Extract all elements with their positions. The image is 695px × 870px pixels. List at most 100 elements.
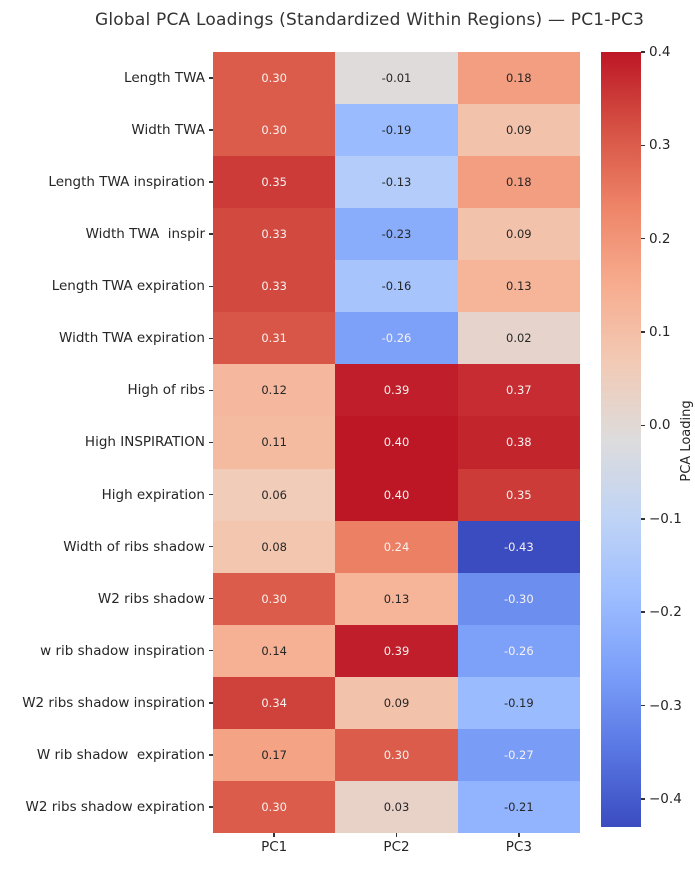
row-label-item: High expiration <box>0 469 213 521</box>
colorbar-tick-mark <box>641 51 645 53</box>
row-label: Width TWA inspir <box>85 226 205 243</box>
colorbar <box>601 52 641 827</box>
col-label: PC3 <box>505 839 532 855</box>
row-label-item: Width TWA expiration <box>0 312 213 364</box>
colorbar-tick-label: −0.1 <box>649 510 682 527</box>
heatmap-cell: 0.38 <box>457 416 580 469</box>
heatmap-grid: 0.30 -0.01 0.18 0.30 -0.19 0.09 0.35 -0.13 0.18 0… <box>213 52 580 833</box>
colorbar-tick-mark <box>641 704 645 707</box>
colorbar-tick-label: −0.3 <box>649 697 682 714</box>
row-label-item: Length TWA expiration <box>0 260 213 312</box>
heatmap-cell: 0.31 <box>213 312 336 365</box>
heatmap-cell: -0.19 <box>335 104 458 157</box>
y-tick-mark <box>209 129 213 131</box>
row-label-item: Length TWA inspiration <box>0 156 213 208</box>
heatmap-cell: 0.12 <box>213 364 336 417</box>
colorbar-tick-mark <box>641 518 645 520</box>
heatmap-cell: 0.39 <box>335 364 458 417</box>
row-label: W2 ribs shadow <box>97 590 205 607</box>
heatmap-cell: 0.09 <box>335 676 458 729</box>
heatmap-cell: 0.39 <box>335 624 458 677</box>
y-tick-mark <box>209 702 213 704</box>
y-tick-mark <box>209 181 213 183</box>
heatmap-cell: 0.14 <box>213 624 336 677</box>
heatmap-cell: -0.16 <box>335 260 458 313</box>
x-tick-mark <box>395 833 398 837</box>
y-tick-mark <box>209 233 213 235</box>
heatmap-cell: 0.18 <box>457 52 580 105</box>
y-tick-mark <box>209 597 213 600</box>
heatmap-cell: 0.09 <box>457 208 580 261</box>
colorbar-tick-label: −0.4 <box>649 790 682 807</box>
heatmap-cell: -0.19 <box>457 676 580 729</box>
heatmap-cell: 0.11 <box>213 416 336 469</box>
colorbar-tick-label: 0.2 <box>649 230 671 247</box>
heatmap-cell: 0.02 <box>457 312 580 365</box>
y-tick-mark <box>209 493 213 496</box>
heatmap-cell: -0.21 <box>457 780 580 833</box>
x-tick-mark <box>273 833 275 837</box>
heatmap-cell: 0.37 <box>457 364 580 417</box>
colorbar-tick-mark <box>641 611 645 613</box>
colorbar-tick-mark <box>641 237 645 240</box>
row-label: Width TWA expiration <box>59 330 205 347</box>
row-label: High of ribs <box>127 382 205 399</box>
row-label-item: High INSPIRATION <box>0 416 213 468</box>
colorbar-tick-label: 0.3 <box>649 137 671 154</box>
row-label-item: W2 ribs shadow expiration <box>0 781 213 833</box>
heatmap-cell: 0.30 <box>335 728 458 781</box>
heatmap-cell: -0.26 <box>457 624 580 677</box>
heatmap-cell: 0.34 <box>213 676 336 729</box>
y-tick-mark <box>209 806 213 808</box>
heatmap-cell: -0.30 <box>457 572 580 625</box>
colorbar-axis-label: PCA Loading <box>679 400 694 482</box>
heatmap-cell: -0.43 <box>457 520 580 573</box>
row-label-item: W rib shadow expiration <box>0 729 213 781</box>
row-label: Width TWA <box>131 122 205 139</box>
y-tick-mark <box>209 754 213 756</box>
heatmap-cell: 0.35 <box>213 156 336 209</box>
row-label-item: w rib shadow inspiration <box>0 625 213 677</box>
row-label: Length TWA <box>124 70 205 87</box>
heatmap-cell: 0.09 <box>457 104 580 157</box>
heatmap-cell: 0.06 <box>213 468 336 521</box>
colorbar-tick-mark <box>641 798 645 800</box>
row-label-item: Width TWA <box>0 104 213 156</box>
heatmap-cell: 0.30 <box>213 52 336 105</box>
row-label: Width of ribs shadow <box>63 538 205 555</box>
heatmap-cell: 0.40 <box>335 468 458 521</box>
heatmap-cell: 0.40 <box>335 416 458 469</box>
row-label: Length TWA inspiration <box>48 174 205 191</box>
row-label: High INSPIRATION <box>84 434 205 451</box>
y-tick-mark <box>209 441 213 444</box>
heatmap-cell: 0.24 <box>335 520 458 573</box>
y-tick-mark <box>209 285 213 288</box>
row-label-item: High of ribs <box>0 364 213 416</box>
heatmap-cell: -0.13 <box>335 156 458 209</box>
colorbar-tick-label: 0.1 <box>649 324 671 341</box>
heatmap-cell: 0.17 <box>213 728 336 781</box>
row-label: W2 ribs shadow expiration <box>25 798 205 815</box>
y-tick-mark <box>209 77 213 79</box>
y-tick-mark <box>209 389 213 392</box>
row-label-item: Width TWA inspir <box>0 208 213 260</box>
row-label-item: Width of ribs shadow <box>0 521 213 573</box>
heatmap-cell: 0.33 <box>213 260 336 313</box>
x-tick-mark <box>518 833 520 837</box>
colorbar-tick-mark <box>641 424 645 427</box>
chart-title: Global PCA Loadings (Standardized Within… <box>95 10 645 30</box>
heatmap-cell: 0.18 <box>457 156 580 209</box>
heatmap-cell: 0.13 <box>335 572 458 625</box>
colorbar-tick-mark <box>641 331 645 333</box>
heatmap-cell: 0.33 <box>213 208 336 261</box>
row-label-item: W2 ribs shadow <box>0 573 213 625</box>
row-label: W2 ribs shadow inspiration <box>22 694 205 711</box>
y-tick-mark <box>209 649 213 652</box>
heatmap-cell: 0.30 <box>213 104 336 157</box>
heatmap-cell: 0.13 <box>457 260 580 313</box>
heatmap-cell: -0.26 <box>335 312 458 365</box>
colorbar-tick-label: 0.4 <box>649 44 671 60</box>
heatmap-cell: 0.35 <box>457 468 580 521</box>
colorbar-tick-label: 0.0 <box>649 417 671 434</box>
row-label-item: W2 ribs shadow inspiration <box>0 677 213 729</box>
